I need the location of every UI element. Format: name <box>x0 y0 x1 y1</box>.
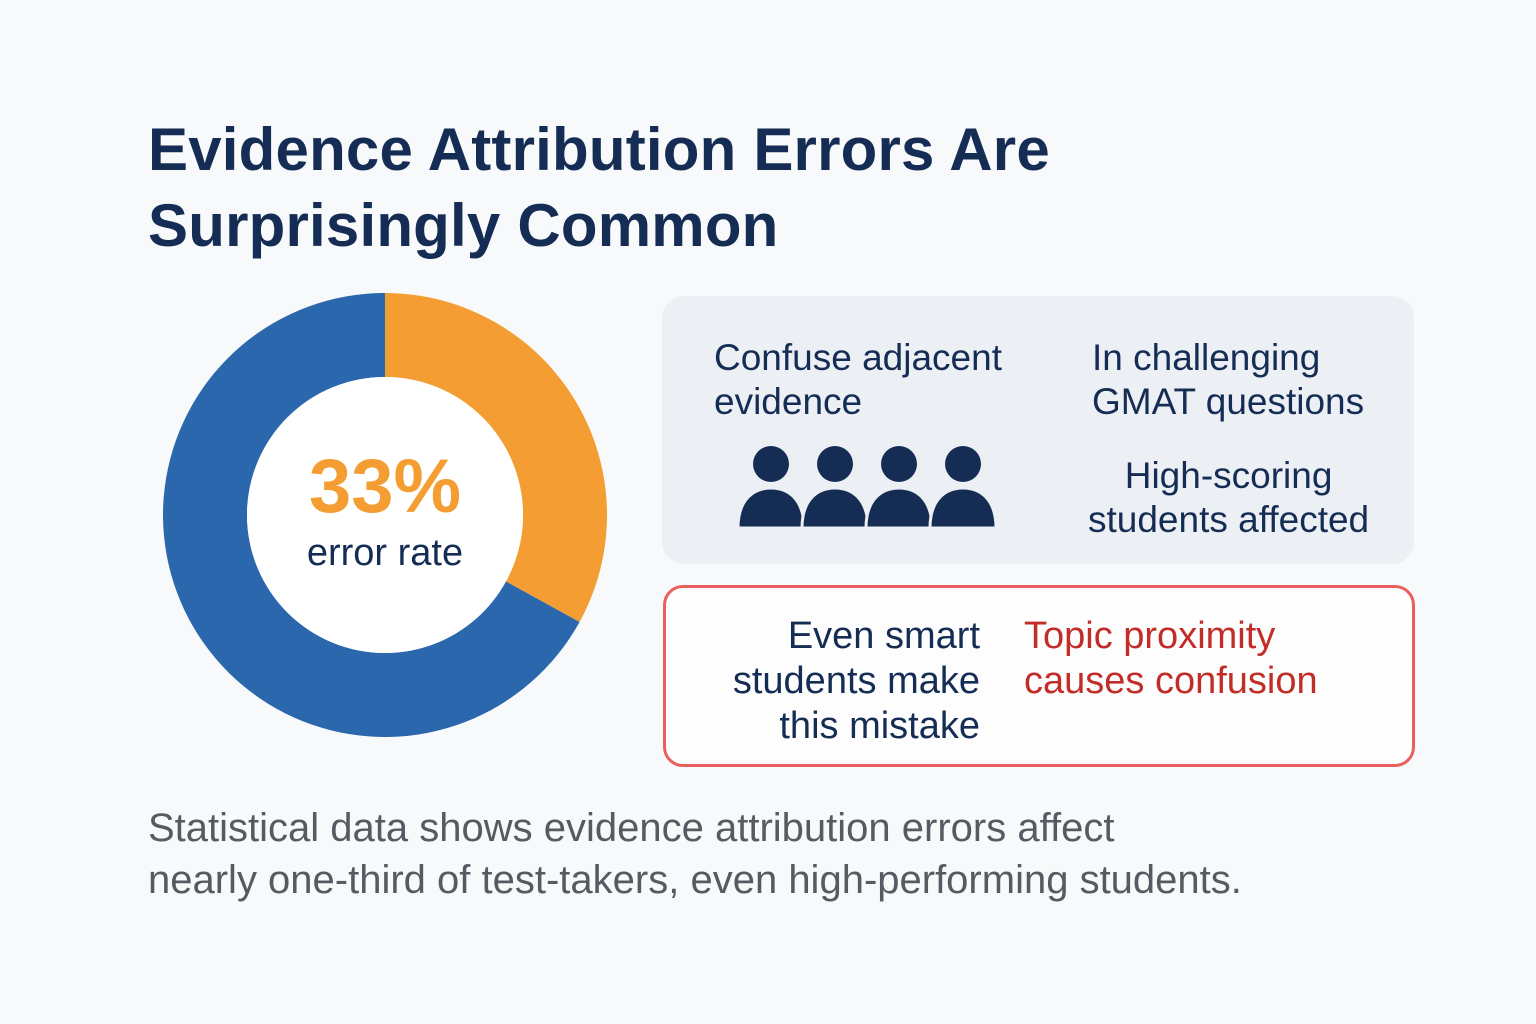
people-group-icon <box>738 446 998 530</box>
challenging-questions-text: In challenging GMAT questions <box>1092 337 1365 422</box>
topic-proximity-text: Topic proximity causes confusion <box>1024 615 1318 702</box>
person-body-3 <box>864 486 934 530</box>
smart-students-text: Even smart students make this mistake <box>732 615 980 747</box>
stats-card: Confuse adjacent evidence In challenging… <box>662 296 1414 564</box>
person-head-3 <box>881 446 917 482</box>
donut-hole <box>247 377 523 653</box>
person-head-1 <box>753 446 789 482</box>
person-body-2 <box>800 486 870 530</box>
person-head-4 <box>945 446 981 482</box>
person-body-4 <box>928 486 998 530</box>
person-head-2 <box>817 446 853 482</box>
title-line-1: Evidence Attribution Errors Are <box>148 116 1050 183</box>
footer-caption: Statistical data shows evidence attribut… <box>148 806 1242 902</box>
donut-slice-error-rate <box>385 293 607 622</box>
page-title: Evidence Attribution Errors Are Surprisi… <box>148 112 1050 264</box>
high-scoring-students-text: High-scoring students affected <box>1088 455 1370 540</box>
donut-center-label: error rate <box>307 532 463 574</box>
donut-slice-no-error <box>162 293 580 737</box>
confuse-evidence-text: Confuse adjacent evidence <box>714 337 1002 422</box>
title-line-2: Surprisingly Common <box>148 192 779 259</box>
donut-center-value: 33% <box>309 444 461 529</box>
error-rate-donut-chart: 33% error rate <box>162 293 607 737</box>
person-body-1 <box>738 486 806 530</box>
warning-box: Even smart students make this mistake To… <box>663 585 1415 767</box>
